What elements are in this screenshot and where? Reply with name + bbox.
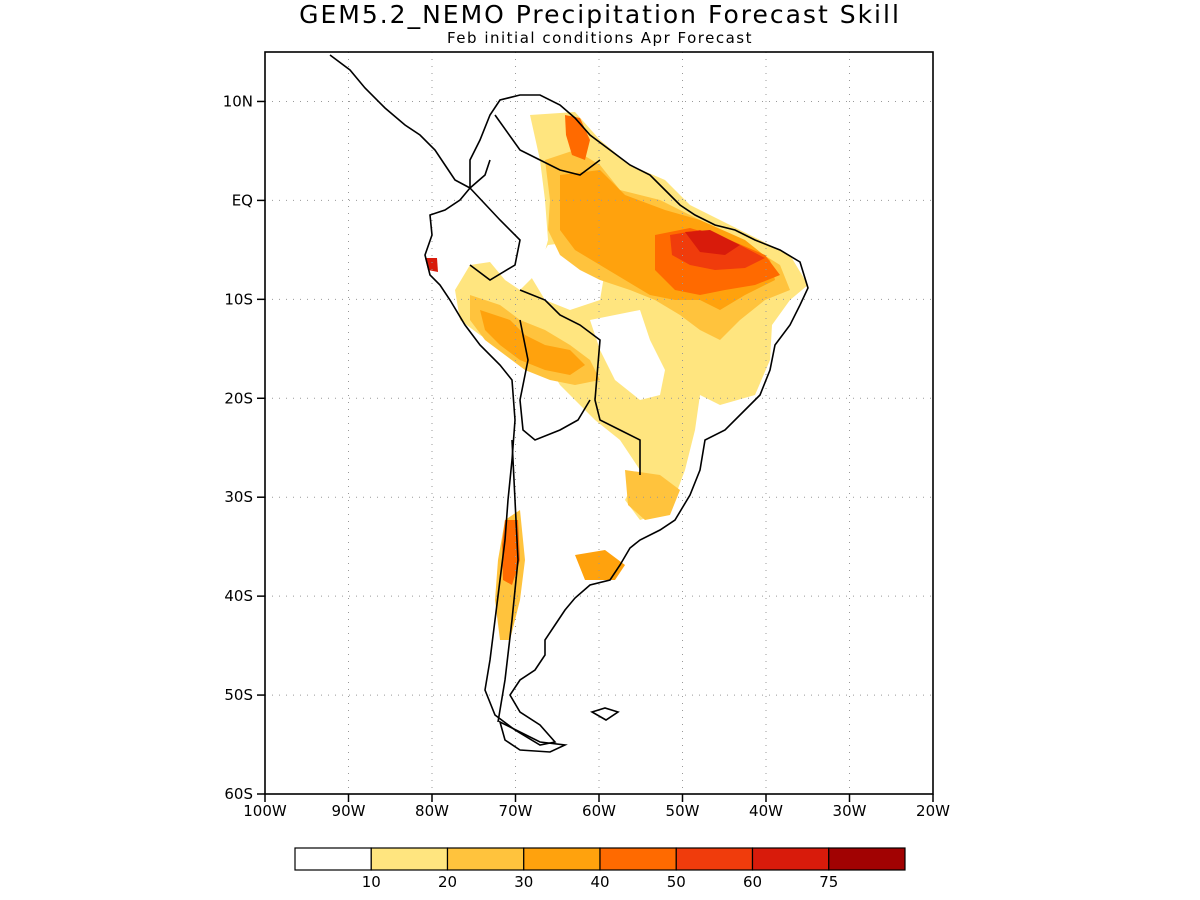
colorbar-label: 30	[514, 873, 533, 891]
national-border-venezuela	[494, 114, 601, 176]
lon-tick-label: 40W	[749, 802, 783, 820]
colorbar-swatch	[294, 847, 372, 871]
falkland-islands	[589, 707, 620, 721]
skill-region-level3-bolivia	[480, 310, 585, 375]
national-border-brazil-west	[519, 289, 641, 475]
lat-tick-label: 20S	[224, 389, 253, 407]
colorbar-label: 75	[819, 873, 838, 891]
lon-tick-label: 70W	[499, 802, 533, 820]
lon-tick-label: 30W	[833, 802, 867, 820]
colorbar-label: 10	[362, 873, 381, 891]
south-america-coastline	[424, 94, 809, 746]
colorbar-swatch	[751, 847, 830, 871]
colorbar-swatch	[523, 847, 601, 871]
skill-shading-layer	[425, 112, 808, 640]
map-subtitle: Feb initial conditions Apr Forecast	[447, 29, 753, 47]
colorbar: 10 20 30 40 50 60 75	[294, 847, 906, 891]
lat-tick-label: 40S	[224, 587, 253, 605]
central-america-coastline	[329, 54, 491, 189]
lat-tick-label: 60S	[224, 785, 253, 803]
skill-region-level4-venezuela	[565, 115, 590, 160]
skill-region-level2-south	[625, 470, 680, 520]
colorbar-label: 40	[590, 873, 609, 891]
lon-tick-label: 50W	[666, 802, 700, 820]
tierra-del-fuego-coastline	[498, 720, 568, 753]
colorbar-label: 50	[667, 873, 686, 891]
coastline-layer	[329, 54, 809, 753]
lon-tick-label: 20W	[916, 802, 950, 820]
skill-region-level3-argentina	[575, 550, 625, 580]
skill-region-level4-chile	[502, 520, 520, 585]
lat-tick-label: 50S	[224, 686, 253, 704]
colorbar-swatch	[599, 847, 677, 871]
colorbar-label: 60	[743, 873, 762, 891]
skill-region-blank-central	[590, 310, 665, 400]
lat-tick-label: 10S	[224, 290, 253, 308]
lat-tick-label: 30S	[224, 488, 253, 506]
national-border-argentina-chile	[497, 439, 519, 723]
national-border-colombia	[469, 187, 521, 281]
map-title: GEM5.2_NEMO Precipitation Forecast Skill	[299, 0, 901, 29]
lon-tick-label: 100W	[243, 802, 287, 820]
colorbar-swatch	[675, 847, 754, 871]
colorbar-swatch	[370, 847, 449, 871]
lon-tick-label: 80W	[415, 802, 449, 820]
lon-tick-label: 90W	[332, 802, 366, 820]
colorbar-swatch	[446, 847, 525, 871]
lon-tick-label: 60W	[582, 802, 616, 820]
colorbar-swatch	[828, 847, 906, 871]
colorbar-label: 20	[438, 873, 457, 891]
longitude-axis: 100W 90W 80W 70W 60W 50W 40W 30W 20W	[243, 794, 950, 820]
national-border-andes	[519, 319, 591, 441]
latitude-axis: 10N EQ 10S 20S 30S 40S 50S 60S	[223, 92, 265, 803]
lat-tick-label: EQ	[232, 191, 253, 209]
skill-region-level6-north	[685, 230, 740, 255]
lat-tick-label: 10N	[223, 92, 253, 110]
